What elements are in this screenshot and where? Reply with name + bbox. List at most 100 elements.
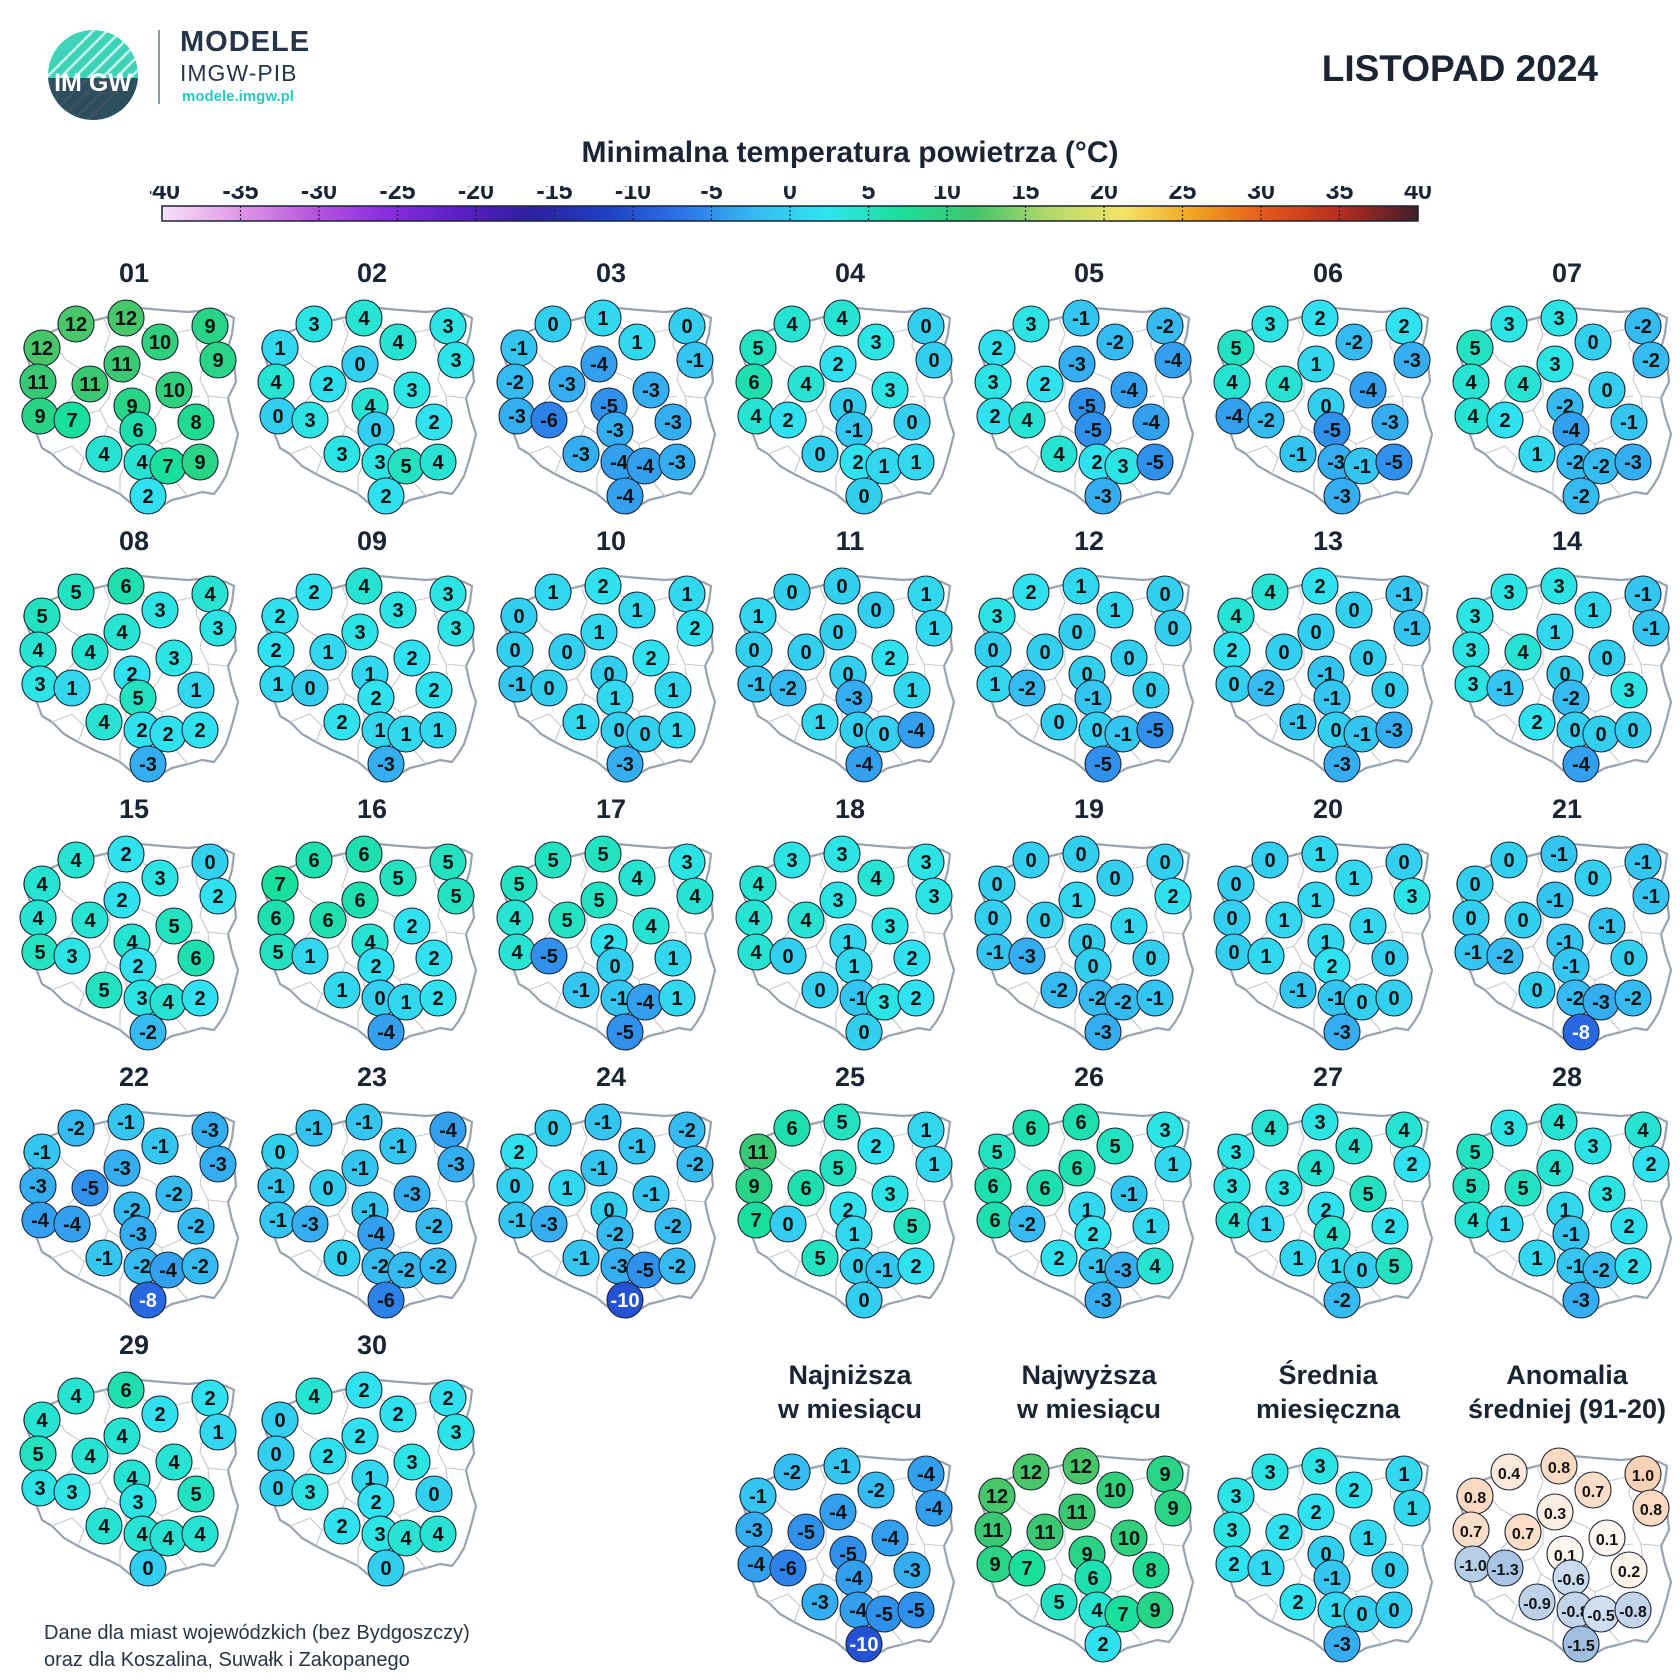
city-marker bbox=[845, 477, 883, 515]
city-marker bbox=[1504, 1169, 1542, 1207]
city-marker bbox=[419, 1515, 457, 1553]
city-value: 2 bbox=[370, 956, 381, 978]
city-marker bbox=[437, 341, 475, 379]
city-marker bbox=[1096, 323, 1134, 361]
region-border bbox=[1150, 863, 1184, 935]
city-marker bbox=[915, 609, 953, 647]
city-marker bbox=[419, 979, 457, 1017]
city-value: 4 bbox=[400, 1528, 412, 1550]
city-value: 2 bbox=[126, 664, 137, 686]
city-marker bbox=[1540, 299, 1578, 337]
city-marker bbox=[769, 1205, 807, 1243]
city-value: 3 bbox=[1159, 1120, 1170, 1142]
city-marker bbox=[676, 1145, 714, 1183]
region-border bbox=[1245, 713, 1279, 727]
city-marker bbox=[1588, 639, 1626, 677]
city-value: 3 bbox=[450, 350, 461, 372]
city-value: 3 bbox=[406, 1452, 417, 1474]
city-value: 2 bbox=[428, 680, 439, 702]
region-border bbox=[1245, 445, 1279, 459]
city-value: 4 bbox=[752, 874, 764, 896]
city-value: -10 bbox=[850, 1634, 879, 1656]
city-value: 0.8 bbox=[1640, 1502, 1662, 1519]
city-value: -1 bbox=[1566, 1256, 1584, 1278]
day-map: 3 2 25 -2-314 4 -40-4 -2 -5 -3-1 -3 -1 -5-3 bbox=[1213, 299, 1434, 515]
city-value: 2 bbox=[906, 948, 917, 970]
city-marker bbox=[1251, 1453, 1289, 1491]
city-marker bbox=[1540, 1447, 1578, 1485]
city-marker bbox=[1536, 1149, 1574, 1187]
scale-tick-label: -35 bbox=[222, 186, 258, 205]
city-value: -1 bbox=[1146, 988, 1164, 1010]
city-value: 8 bbox=[190, 412, 201, 434]
city-marker bbox=[1574, 1471, 1612, 1509]
city-value: 1 bbox=[1081, 1200, 1092, 1222]
city-value: 0 bbox=[852, 720, 863, 742]
city-marker bbox=[1562, 1281, 1600, 1319]
city-value: 0 bbox=[1469, 874, 1480, 896]
city-value: 5 bbox=[593, 890, 604, 912]
city-marker bbox=[1154, 1489, 1192, 1527]
city-marker bbox=[1062, 299, 1100, 337]
city-value: 1 bbox=[1260, 1558, 1271, 1580]
region-border bbox=[1313, 1239, 1323, 1298]
city-value: -2 bbox=[139, 1022, 157, 1044]
scale-tick-label: 40 bbox=[1404, 186, 1432, 205]
city-marker bbox=[129, 477, 167, 515]
city-value: 0 bbox=[270, 1444, 281, 1466]
city-value: 2 bbox=[1531, 712, 1542, 734]
temperature-color-scale: -40 -35 -30 -25 -20 -15 -10 -5 0 5 10 15 20 25 30 35 40 bbox=[150, 186, 1432, 222]
city-value: 2 bbox=[136, 720, 147, 742]
city-marker bbox=[181, 979, 219, 1017]
city-marker bbox=[819, 613, 857, 651]
city-marker bbox=[437, 1145, 475, 1183]
city-marker bbox=[1279, 1583, 1317, 1621]
city-value: 3 bbox=[987, 372, 998, 394]
city-value: 2 bbox=[910, 988, 921, 1010]
city-value: -1 bbox=[845, 420, 863, 442]
city-value: 0 bbox=[1320, 396, 1331, 418]
region-border bbox=[119, 1239, 129, 1298]
city-marker bbox=[1251, 573, 1289, 611]
city-value: -2 bbox=[187, 1216, 205, 1238]
city-value: 0 bbox=[1228, 942, 1239, 964]
city-value: -4 bbox=[1164, 350, 1183, 372]
city-marker bbox=[129, 745, 167, 783]
city-value: 4 bbox=[509, 908, 521, 930]
city-value: -2 bbox=[1566, 452, 1584, 474]
city-value: 1 bbox=[1278, 910, 1289, 932]
city-marker bbox=[295, 305, 333, 343]
city-value: -0.8 bbox=[1619, 1604, 1647, 1621]
city-value: -3 bbox=[1018, 946, 1036, 968]
city-value: 2 bbox=[1278, 1522, 1289, 1544]
city-marker bbox=[1610, 403, 1648, 441]
region-border bbox=[911, 327, 945, 399]
city-value: 0 bbox=[858, 1290, 869, 1312]
region-border bbox=[1389, 1131, 1423, 1203]
city-marker bbox=[1110, 1519, 1148, 1557]
city-value: 3 bbox=[870, 332, 881, 354]
city-marker bbox=[291, 401, 329, 439]
city-value: -1 bbox=[849, 988, 867, 1010]
city-value: -4 bbox=[159, 1260, 178, 1282]
region-border bbox=[1628, 863, 1662, 935]
city-value: -1 bbox=[508, 674, 526, 696]
city-marker bbox=[845, 1625, 883, 1663]
city-value: -3 bbox=[1068, 354, 1086, 376]
city-value: -1 bbox=[572, 1248, 590, 1270]
city-value: -2 bbox=[1592, 1260, 1610, 1282]
city-value: 5 bbox=[1109, 1136, 1120, 1158]
city-value: 0.2 bbox=[1618, 1564, 1640, 1581]
city-marker bbox=[177, 403, 215, 441]
city-marker bbox=[530, 669, 568, 707]
brand-url-link[interactable]: modele.imgw.pl bbox=[182, 88, 294, 105]
city-value: 2 bbox=[274, 606, 285, 628]
city-marker bbox=[1490, 305, 1528, 343]
region-border bbox=[433, 327, 467, 399]
day-label: 16 bbox=[357, 794, 387, 824]
city-marker bbox=[323, 1239, 361, 1277]
city-value: 4 bbox=[1310, 1158, 1322, 1180]
city-value: 1 bbox=[1075, 576, 1086, 598]
city-marker bbox=[379, 859, 417, 897]
